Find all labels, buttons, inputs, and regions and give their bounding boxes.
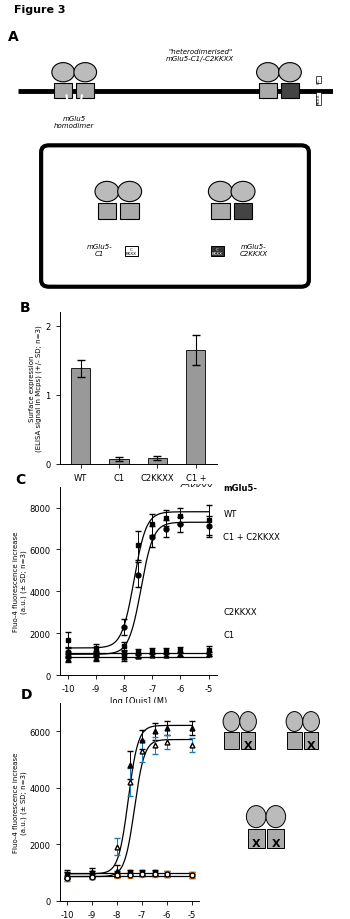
Text: X: X bbox=[272, 838, 280, 848]
Text: X: X bbox=[252, 838, 260, 848]
Circle shape bbox=[279, 63, 301, 83]
Text: C1: C1 bbox=[223, 630, 235, 640]
Circle shape bbox=[95, 182, 119, 202]
Circle shape bbox=[52, 63, 75, 83]
Text: mGlu5
homodimer: mGlu5 homodimer bbox=[54, 116, 94, 129]
Text: A: A bbox=[8, 30, 19, 44]
Bar bbox=[71, 369, 90, 464]
Text: C1 + C2KKXX: C1 + C2KKXX bbox=[223, 532, 280, 541]
Circle shape bbox=[240, 712, 257, 732]
Bar bbox=[76, 84, 95, 99]
Bar bbox=[110, 460, 129, 464]
Bar bbox=[241, 732, 255, 750]
Text: D: D bbox=[20, 687, 32, 701]
Circle shape bbox=[208, 182, 232, 202]
Text: B: B bbox=[20, 301, 31, 314]
Y-axis label: Fluo-4 fluorescence increase
(a.u.) (± SD; n=3): Fluo-4 fluorescence increase (a.u.) (± S… bbox=[13, 752, 27, 852]
Bar bbox=[98, 203, 117, 220]
Text: X: X bbox=[307, 741, 315, 750]
Bar bbox=[224, 732, 239, 750]
Bar bbox=[211, 203, 230, 220]
Bar bbox=[304, 732, 318, 750]
FancyBboxPatch shape bbox=[41, 146, 309, 288]
Bar bbox=[233, 203, 252, 220]
Text: mGlu5-
C1: mGlu5- C1 bbox=[86, 244, 112, 256]
Bar bbox=[281, 84, 299, 99]
Circle shape bbox=[246, 806, 266, 828]
Circle shape bbox=[257, 63, 279, 83]
Text: C
KKXX: C KKXX bbox=[212, 247, 223, 256]
Y-axis label: Surface expression
(ELISA signal in Mcps) (+/- SD; n=3): Surface expression (ELISA signal in Mcps… bbox=[29, 325, 42, 451]
Text: C: C bbox=[15, 472, 26, 486]
Text: C2KKXX: C2KKXX bbox=[223, 607, 257, 617]
Bar bbox=[186, 350, 205, 464]
Bar bbox=[120, 203, 139, 220]
Circle shape bbox=[118, 182, 142, 202]
Bar bbox=[148, 459, 167, 464]
Text: CC: CC bbox=[316, 78, 320, 84]
Text: mGlu5-: mGlu5- bbox=[60, 522, 90, 530]
Text: C
KKXX: C KKXX bbox=[126, 247, 137, 256]
Text: WT: WT bbox=[223, 510, 237, 518]
Circle shape bbox=[286, 712, 303, 732]
Bar bbox=[287, 732, 302, 750]
Bar bbox=[267, 829, 284, 847]
Text: KKXX: KKXX bbox=[316, 94, 320, 106]
Circle shape bbox=[303, 712, 320, 732]
Text: Figure 3: Figure 3 bbox=[14, 5, 65, 15]
Bar bbox=[54, 84, 72, 99]
Text: mGlu5-: mGlu5- bbox=[223, 483, 257, 493]
Circle shape bbox=[231, 182, 255, 202]
Bar bbox=[248, 829, 265, 847]
Bar bbox=[259, 84, 277, 99]
Text: X: X bbox=[244, 741, 252, 750]
Circle shape bbox=[266, 806, 286, 828]
Text: "heterodimerised"
mGlu5-C1/-C2KKXX: "heterodimerised" mGlu5-C1/-C2KKXX bbox=[166, 49, 234, 62]
Text: mGlu5-
C2KKXX: mGlu5- C2KKXX bbox=[240, 244, 268, 256]
X-axis label: log [Quis] (M): log [Quis] (M) bbox=[110, 697, 167, 705]
Circle shape bbox=[223, 712, 240, 732]
Circle shape bbox=[74, 63, 97, 83]
Y-axis label: Fluo-4 fluorescence increase
(a.u.) (± SD; n=3): Fluo-4 fluorescence increase (a.u.) (± S… bbox=[13, 531, 27, 631]
